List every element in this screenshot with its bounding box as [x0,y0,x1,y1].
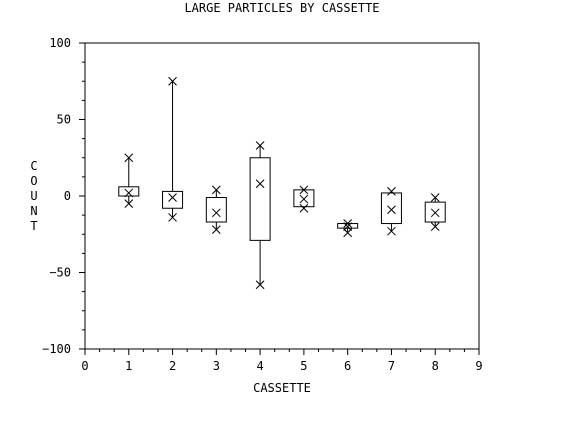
box-cassette-7 [380,191,402,232]
y-axis-label-letter: O [30,174,37,188]
box-cassette-8 [424,197,446,227]
median-marker [387,205,396,215]
x-tick-label: 9 [475,359,482,373]
x-tick-label: 0 [81,359,88,373]
y-axis-label-letter: T [30,219,37,233]
y-axis-label-letter: C [30,159,37,173]
max-marker [168,76,177,86]
x-tick-label: 1 [125,359,132,373]
median-marker [168,193,177,202]
x-tick-label: 5 [300,359,307,373]
median-marker [430,208,440,218]
iqr-box [205,197,227,223]
y-tick-label: −100 [42,342,71,356]
y-tick-label: 50 [57,113,71,127]
iqr-box [380,192,402,225]
median-marker [211,208,221,218]
max-marker [299,185,309,195]
min-marker [430,222,440,231]
y-axis-label-letter: N [30,204,37,218]
min-marker [299,203,309,213]
min-marker [255,280,265,290]
max-marker [211,185,221,195]
x-tick-label: 8 [432,359,439,373]
min-marker [124,199,134,209]
x-tick-label: 6 [344,359,351,373]
iqr-box [162,190,184,209]
min-marker [211,225,221,235]
plot-frame [84,42,480,350]
max-marker [255,141,265,150]
y-tick-label: −50 [49,266,71,280]
median-marker [255,179,265,189]
min-marker [387,226,396,236]
median-marker [124,188,134,198]
x-tick-label: 3 [213,359,220,373]
median-marker [343,222,353,231]
box-cassette-4 [249,145,271,285]
x-tick-label: 4 [256,359,263,373]
max-marker [124,153,134,163]
median-marker [299,194,309,204]
box-cassette-6 [337,223,359,233]
iqr-box [293,189,315,208]
box-cassette-1 [118,157,140,204]
x-tick-label: 7 [388,359,395,373]
x-tick-label: 2 [169,359,176,373]
chart-title: LARGE PARTICLES BY CASSETTE [184,1,379,15]
y-axis-label-letter: U [30,189,37,203]
y-tick-label: 100 [49,36,71,50]
plot-area: 0 1 2 3 4 5 6 7 8 9 100 50 0 −50 −100 [42,36,483,373]
iqr-box [424,201,446,223]
y-tick-label: 0 [64,189,71,203]
box-cassette-3 [205,189,227,230]
x-axis-label: CASSETTE [253,381,311,395]
iqr-box [249,157,271,241]
box-cassette-2 [162,81,184,218]
max-marker [343,219,353,228]
min-marker [343,228,353,238]
iqr-box [118,186,140,197]
min-marker [168,213,177,222]
max-marker [430,193,440,202]
max-marker [387,187,396,196]
